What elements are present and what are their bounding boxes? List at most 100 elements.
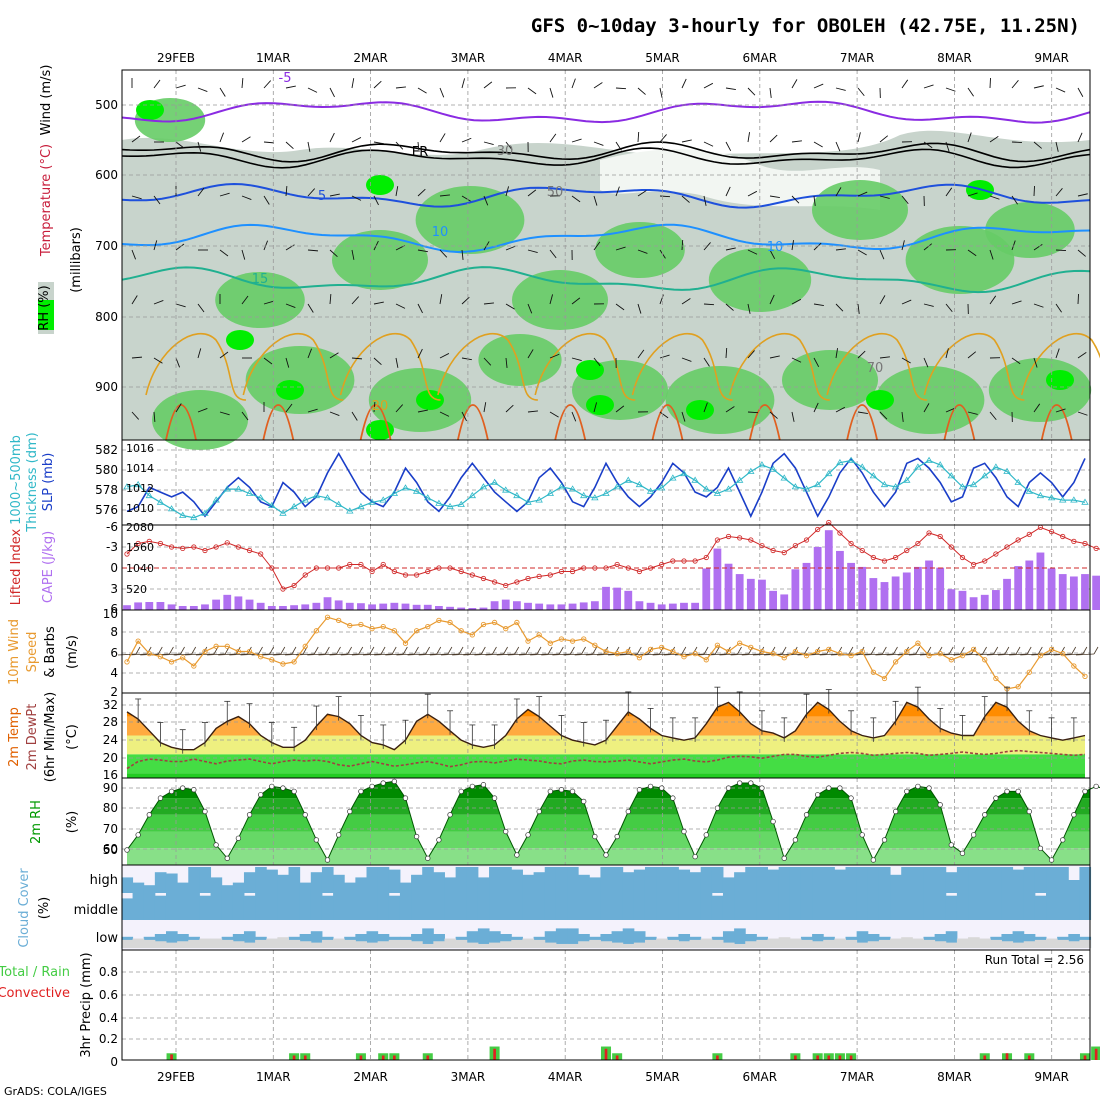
wind-barb [808, 653, 827, 656]
contour-label: -5 [279, 71, 292, 86]
cloud-middle-bar [789, 893, 802, 920]
pressure-tick-label: 600 [95, 168, 118, 182]
cloud-high-bar [789, 867, 802, 893]
wind-barb [527, 87, 537, 95]
wind-barb [857, 350, 866, 359]
wind-speed-point [993, 675, 999, 682]
cloud-middle-bar [767, 893, 780, 920]
wind-barb [563, 653, 582, 656]
rh-point [636, 787, 643, 793]
wind-speed-point [748, 644, 754, 650]
cloud-high-bar [1046, 867, 1058, 893]
rh-moist-region [332, 230, 428, 290]
cloud-middle-bar [377, 893, 390, 920]
lifted-index-point [414, 572, 420, 578]
cloud-low-bar [745, 934, 757, 948]
cape-bar [345, 602, 354, 610]
thickness-point [357, 502, 365, 510]
thickness-point [301, 496, 309, 503]
cape-bar [1081, 574, 1089, 610]
wind-barb [175, 357, 181, 368]
lifted-index-point [993, 551, 999, 557]
cape-bar [546, 604, 555, 610]
wind-barb [549, 411, 559, 418]
lifted-index-point [347, 561, 353, 568]
cloud-high-bar [700, 867, 713, 893]
cloud-low-clear [366, 942, 379, 948]
lifted-index-point [893, 554, 899, 561]
wind-barb [380, 646, 386, 655]
wind-barb [461, 296, 470, 305]
cloud-low-bar [567, 928, 579, 948]
wind-speed-point [881, 675, 888, 682]
thickness-line [126, 459, 1086, 519]
wind-barb [197, 407, 208, 413]
thickness-point [724, 485, 733, 492]
wind-axis-label: Wind (m/s) [39, 65, 54, 136]
cloud-low-bar [411, 934, 423, 948]
rh-point [525, 832, 531, 838]
cloud-low-bar [1001, 934, 1014, 948]
wind-barb [989, 136, 999, 143]
cape-bar [646, 602, 655, 610]
credit-text: GrADS: COLA/IGES [4, 1085, 107, 1098]
rh-point [1071, 812, 1077, 818]
rh-saturated-region [1046, 370, 1074, 390]
wind-barb [263, 141, 275, 144]
wind-speed-point [369, 626, 375, 632]
cloud-unit-label: (%) [37, 897, 52, 920]
lifted-index-point [803, 537, 810, 543]
wind-barb [1011, 80, 1019, 89]
wind-speed-point [324, 614, 331, 620]
wind-barb [923, 243, 933, 251]
precip-convective-bar [816, 1055, 819, 1060]
wind-barb [986, 653, 1005, 656]
wind-barb [964, 653, 983, 656]
rh-point [603, 852, 609, 858]
wind-barb [329, 411, 340, 417]
cloud-middle-bar [500, 893, 512, 920]
cloud-low-bar [243, 931, 256, 948]
thickness-point [825, 469, 833, 477]
rh-point [625, 808, 631, 815]
cloud-high-bar [923, 867, 936, 893]
thickness-point [502, 486, 510, 493]
thickness-point [1047, 494, 1056, 501]
contour-label: 5 [318, 189, 326, 204]
wind-barb [536, 646, 542, 655]
thickness-point [925, 456, 933, 463]
cloud-low-clear [433, 941, 445, 948]
rh2m-unit-label: (%) [65, 811, 80, 834]
cape-bar [390, 602, 399, 610]
wind-speed-point [1037, 653, 1044, 659]
cloud-low-clear [177, 941, 189, 948]
wind-barb [552, 653, 571, 656]
wind-barb [463, 653, 482, 656]
wind-barb [483, 141, 494, 146]
wind-barb [870, 646, 876, 655]
rh-point [737, 780, 743, 786]
rh-saturated-region [366, 175, 394, 195]
cloud-high-bar [500, 867, 512, 893]
wind-barb [197, 187, 205, 197]
cloud-middle-bar [1046, 893, 1058, 920]
cloud-low-bar [600, 934, 613, 948]
thickness-point [880, 480, 889, 488]
wind-barb [608, 653, 627, 656]
wind-barb [571, 297, 581, 305]
cloud-level-high: high [90, 873, 118, 888]
cape-bar [267, 606, 276, 610]
cloud-high-bar [266, 869, 278, 893]
lifted-index-point [870, 554, 876, 561]
wind-speed-point [714, 642, 721, 648]
cloud-level-middle: middle [74, 903, 118, 918]
cloud-middle-bar [199, 895, 212, 920]
thickness-point [290, 502, 298, 510]
wind-barb [418, 653, 437, 656]
temperature-contour [121, 223, 1091, 254]
thickness-point [602, 489, 610, 496]
wind-barb [329, 653, 348, 656]
wind-barb [1077, 352, 1087, 359]
cloud-high-bar [1001, 867, 1014, 893]
cape-bar [479, 607, 488, 610]
